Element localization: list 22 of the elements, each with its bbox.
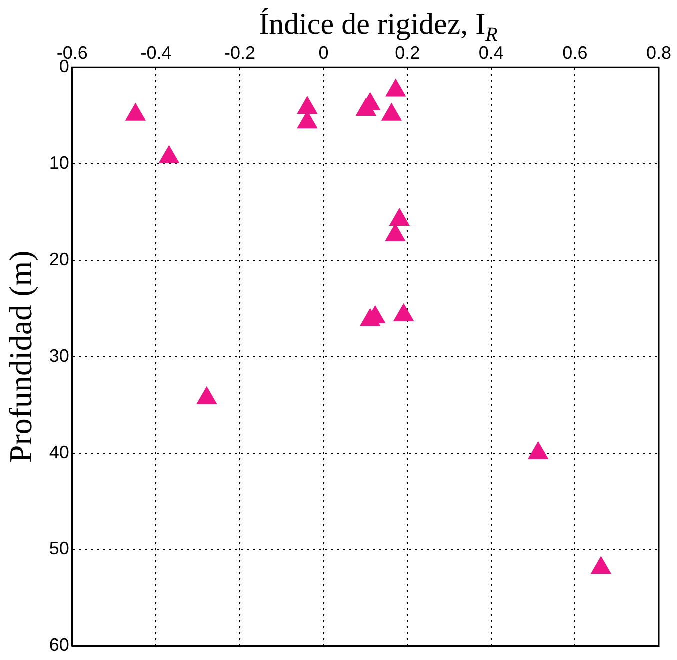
x-tick-label: -0.2	[224, 42, 256, 63]
y-tick-label: 40	[49, 442, 70, 462]
y-tick-label: 20	[49, 249, 70, 270]
y-tick-label: 10	[49, 153, 70, 173]
y-tick-label: 30	[49, 346, 70, 366]
point	[390, 208, 410, 226]
y-tick-label: 60	[49, 635, 70, 656]
point	[386, 79, 406, 97]
point	[382, 103, 402, 121]
point	[591, 556, 612, 574]
x-tick-label: 0.8	[646, 42, 672, 63]
point	[528, 442, 548, 460]
point	[394, 304, 414, 322]
y-axis-title: Profundidad (m)	[2, 250, 39, 464]
x-tick-label: 0.6	[562, 42, 588, 63]
point	[297, 96, 318, 114]
x-tick-label: -0.4	[140, 42, 172, 63]
point	[356, 98, 376, 116]
y-tick-label: 50	[49, 538, 70, 559]
point	[159, 146, 180, 164]
point	[196, 386, 217, 404]
point	[126, 103, 146, 121]
